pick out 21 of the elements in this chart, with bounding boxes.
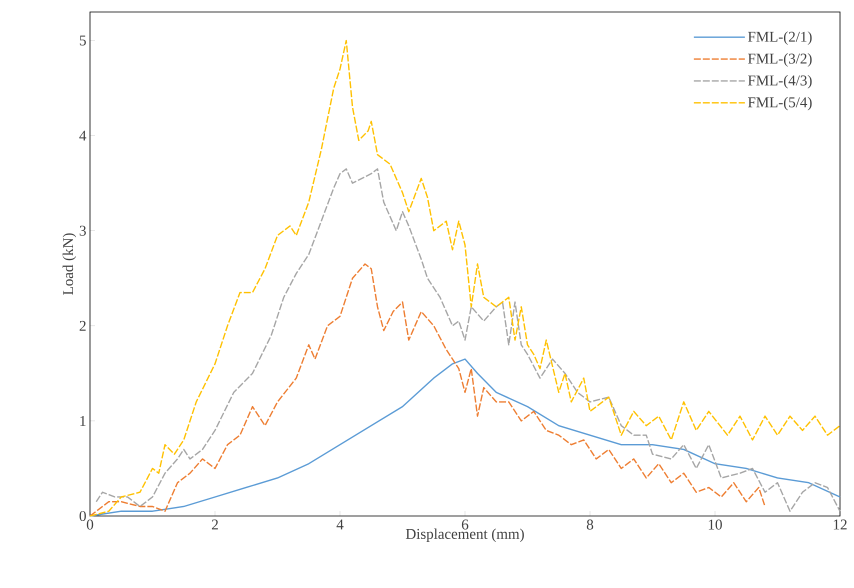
y-tick-label: 0 xyxy=(80,510,86,522)
line-series xyxy=(96,168,841,512)
y-tick-label: 2 xyxy=(80,320,86,331)
legend-label: FML-(4/3) xyxy=(748,75,812,89)
x-tick-label: 4 xyxy=(336,520,344,530)
x-tick-label: 0 xyxy=(86,520,94,530)
line-series xyxy=(89,263,766,517)
y-axis-title: Load (kN) xyxy=(62,233,76,295)
x-tick-label: 8 xyxy=(586,520,594,530)
x-tick-label: 12 xyxy=(834,520,847,530)
y-tick-label: 3 xyxy=(80,226,86,236)
y-tick-label: 5 xyxy=(80,36,86,46)
legend-label: FML-(3/2) xyxy=(748,53,812,67)
legend-label: FML-(2/1) xyxy=(748,31,812,45)
x-tick-label: 10 xyxy=(708,520,722,530)
x-axis-title: Displacement (mm) xyxy=(406,528,524,542)
y-tick-label: 1 xyxy=(80,416,86,426)
legend-label: FML-(5/4) xyxy=(748,96,812,110)
y-tick-label: 4 xyxy=(79,130,86,141)
x-tick-label: 2 xyxy=(212,520,218,530)
x-tick-label: 6 xyxy=(462,520,468,530)
